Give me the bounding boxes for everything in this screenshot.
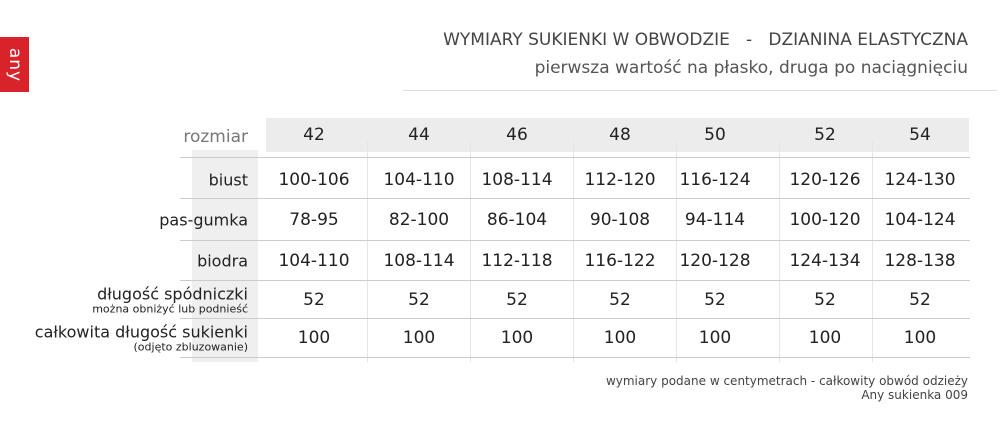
label-column-band	[192, 150, 258, 362]
table-cell: 90-108	[589, 210, 651, 230]
table-cell: 52	[408, 290, 430, 310]
table-cell: 116-124	[679, 170, 751, 190]
column-divider	[470, 140, 471, 362]
row-divider	[180, 280, 970, 281]
page-subtitle: pierwsza wartość na płasko, druga po nac…	[534, 58, 968, 78]
table-cell: 100	[297, 328, 331, 348]
row-label-text: pas-gumka	[159, 210, 248, 230]
table-cell: 100	[500, 328, 534, 348]
size-header: 52	[814, 125, 836, 145]
table-cell: 100	[808, 328, 842, 348]
table-cell: 120-126	[789, 170, 861, 190]
table-cell: 100	[698, 328, 732, 348]
row-divider	[180, 357, 970, 358]
table-cell: 112-120	[584, 170, 656, 190]
table-cell: 124-134	[789, 251, 861, 271]
row-note: (odjęto zbluzowanie)	[133, 340, 248, 354]
row-label-text: całkowita długość sukienki	[34, 322, 248, 342]
table-cell: 94-114	[684, 210, 746, 230]
column-divider	[367, 140, 368, 362]
column-divider	[779, 140, 780, 362]
table-cell: 100	[603, 328, 637, 348]
row-label-text: biodra	[197, 251, 248, 271]
table-cell: 128-138	[884, 251, 956, 271]
table-cell: 52	[814, 290, 836, 310]
table-cell: 86-104	[486, 210, 548, 230]
table-cell: 100-120	[789, 210, 861, 230]
size-header-band	[266, 118, 969, 152]
row-divider	[180, 198, 970, 199]
table-cell: 52	[704, 290, 726, 310]
table-cell: 52	[506, 290, 528, 310]
table-cell: 104-124	[884, 210, 956, 230]
table-cell: 116-122	[584, 251, 656, 271]
row-label: długość spódniczki można obniżyć lub podn…	[92, 285, 248, 316]
row-divider	[180, 240, 970, 241]
page-title: WYMIARY SUKIENKI W OBWODZIE - DZIANINA E…	[443, 30, 968, 50]
table-cell: 124-130	[884, 170, 956, 190]
table-cell: 100	[903, 328, 937, 348]
size-header: 46	[506, 125, 528, 145]
row-label: biodra	[197, 252, 248, 271]
row-label: pas-gumka	[159, 211, 248, 230]
column-divider	[676, 140, 677, 362]
size-header: 54	[909, 125, 931, 145]
table-cell: 100	[402, 328, 436, 348]
table-cell: 104-110	[278, 251, 350, 271]
size-label: rozmiar	[183, 127, 248, 147]
divider	[403, 90, 997, 91]
size-header: 44	[408, 125, 430, 145]
row-divider	[180, 318, 970, 319]
table-cell: 82-100	[388, 210, 450, 230]
brand-logo: any	[0, 37, 29, 92]
column-divider	[872, 140, 873, 362]
table-cell: 108-114	[383, 251, 455, 271]
table-cell: 52	[909, 290, 931, 310]
footer-product: Any sukienka 009	[861, 388, 968, 402]
table-cell: 120-128	[679, 251, 751, 271]
table-cell: 52	[303, 290, 325, 310]
row-label: całkowita długość sukienki (odjęto zbluzo…	[35, 323, 248, 354]
row-note: można obniżyć lub podnieść	[92, 302, 248, 316]
row-divider	[180, 157, 970, 158]
table-cell: 104-110	[383, 170, 455, 190]
row-label-text: biust	[208, 170, 248, 190]
footer-note: wymiary podane w centymetrach - całkowit…	[605, 374, 968, 388]
size-header: 50	[704, 125, 726, 145]
row-label-text: długość spódniczki	[97, 284, 248, 304]
column-divider	[573, 140, 574, 362]
table-cell: 52	[609, 290, 631, 310]
table-cell: 108-114	[481, 170, 553, 190]
row-label: biust	[209, 171, 248, 190]
table-cell: 112-118	[481, 251, 553, 271]
size-header: 48	[609, 125, 631, 145]
size-header: 42	[303, 125, 325, 145]
table-cell: 100-106	[278, 170, 350, 190]
table-cell: 78-95	[289, 210, 339, 230]
